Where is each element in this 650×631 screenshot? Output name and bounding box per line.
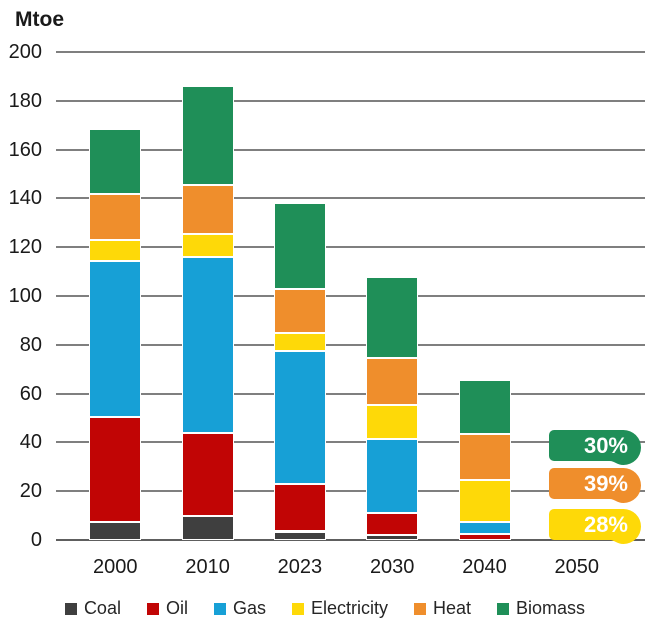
bar-segment-biomass [273, 203, 326, 289]
bar-segment-oil [366, 513, 419, 536]
y-tick-label: 180 [8, 89, 42, 112]
gridline [56, 490, 645, 493]
percent-pill-shape [549, 508, 641, 544]
gridline [56, 441, 645, 444]
bar-segment-heat [458, 433, 511, 481]
gridline [56, 51, 645, 53]
y-tick-label: 40 [19, 431, 42, 454]
bar-segment-oil [181, 432, 234, 516]
legend-swatch-icon [414, 602, 426, 615]
gridline [56, 295, 645, 297]
bar-segment-electricity [458, 480, 511, 522]
x-tick-label: 2030 [369, 556, 415, 578]
bar-segment-biomass [366, 276, 419, 359]
legend-label: Oil [165, 598, 188, 618]
percent-pill-biomass: 30% [549, 429, 641, 465]
legend-label: Gas [232, 598, 266, 618]
gridline [56, 148, 645, 151]
legend-item-coal: Coal [64, 598, 121, 619]
bar-segment-heat [89, 193, 142, 240]
y-tick-label: 20 [19, 480, 42, 503]
bar-segment-gas [458, 521, 511, 534]
legend-label: Biomass [516, 598, 586, 618]
bar-segment-oil [89, 416, 142, 522]
y-tick-label: 160 [8, 138, 42, 161]
bar-segment-electricity [366, 404, 419, 439]
legend-item-gas: Gas [213, 598, 266, 619]
bar-segment-oil [273, 483, 326, 532]
legend-swatch-icon [213, 602, 226, 615]
x-tick-label: 2023 [277, 556, 323, 578]
legend: Coal Oil Gas Electricity Heat Biomass [0, 598, 650, 619]
x-tick-label: 2050 [554, 556, 600, 578]
y-tick-label: 60 [19, 382, 42, 405]
bar-segment-gas [181, 257, 234, 433]
y-tick-label: 0 [30, 529, 42, 551]
y-tick-label: 80 [19, 333, 42, 356]
bar-segment-electricity [181, 233, 234, 257]
legend-swatch-icon [146, 602, 159, 615]
y-axis-unit-label: Mtoe [15, 8, 64, 31]
legend-label: Electricity [310, 598, 388, 618]
x-axis-line [56, 539, 645, 541]
percent-pill-electricity: 28% [549, 508, 641, 544]
legend-label: Heat [433, 598, 472, 618]
bar-segment-gas [366, 438, 419, 514]
gridline [56, 197, 645, 200]
gridline [56, 246, 645, 249]
bar-segment-biomass [458, 380, 511, 434]
x-tick-label: 2010 [185, 556, 230, 578]
bar-segment-gas [273, 350, 326, 484]
bar-segment-electricity [89, 239, 142, 261]
legend-swatch-icon [497, 602, 510, 615]
bar-segment-heat [181, 185, 234, 234]
bar-segment-heat [273, 288, 326, 333]
bar-segment-oil [458, 533, 511, 540]
y-tick-label: 100 [8, 285, 42, 307]
gridline [56, 343, 645, 346]
bar-segment-heat [366, 358, 419, 405]
percent-label: 28% [583, 511, 628, 537]
percent-pill-shape [549, 429, 641, 465]
percent-label: 39% [583, 470, 628, 496]
bar-segment-biomass [89, 128, 142, 194]
percent-pill-heat: 39% [549, 467, 641, 503]
x-tick-label: 2000 [93, 556, 138, 578]
bar-segment-gas [89, 260, 142, 417]
bar-segment-biomass [181, 86, 234, 185]
percent-label: 30% [583, 432, 628, 458]
bar-segment-coal [89, 521, 142, 540]
legend-item-oil: Oil [146, 598, 188, 619]
legend-item-heat: Heat [414, 598, 471, 619]
y-tick-label: 140 [8, 187, 42, 210]
x-tick-label: 2040 [462, 556, 507, 578]
percent-pill-shape [549, 467, 641, 503]
bar-segment-coal [366, 535, 419, 540]
legend-item-biomass: Biomass [497, 598, 585, 619]
y-tick-label: 120 [8, 236, 42, 259]
legend-swatch-icon [291, 602, 304, 615]
legend-swatch-icon [64, 602, 77, 615]
gridline [56, 392, 645, 395]
bar-segment-electricity [273, 332, 326, 351]
bar-segment-coal [273, 531, 326, 540]
bar-segment-coal [181, 515, 234, 540]
legend-item-electricity: Electricity [291, 598, 388, 619]
legend-label: Coal [83, 598, 121, 618]
gridline [56, 99, 645, 102]
y-tick-label: 200 [8, 41, 42, 63]
